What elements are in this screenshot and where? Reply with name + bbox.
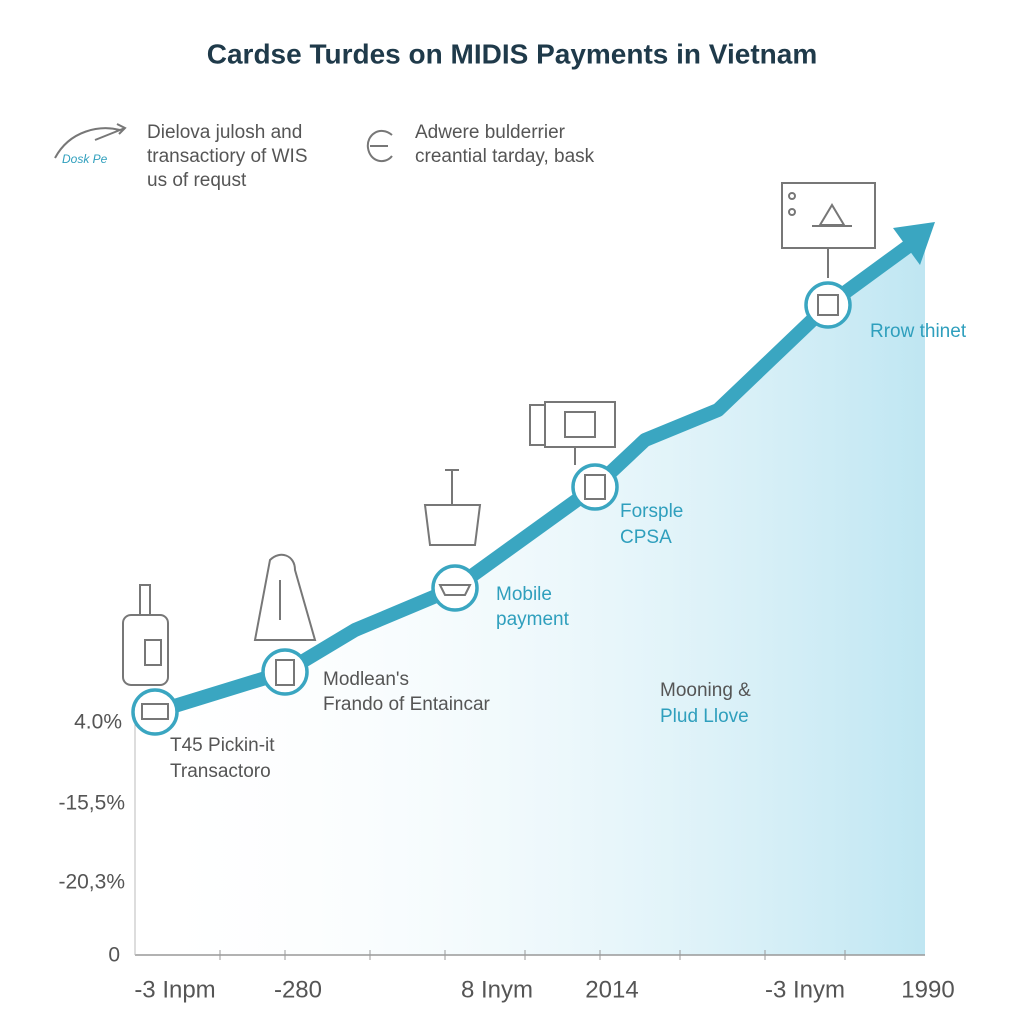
y-label: -20,3% [58, 871, 125, 894]
annotation: T45 Pickin-it [170, 735, 275, 756]
x-label: -280 [274, 976, 322, 1003]
arrow-head [893, 222, 935, 265]
legend-text: Dielova julosh and [147, 122, 302, 143]
annotation: Mooning & [660, 680, 751, 701]
annotation: Mobile [496, 584, 552, 605]
y-label: 4.0% [74, 711, 122, 734]
y-label: -15,5% [58, 792, 125, 815]
annotation: Forsple [620, 501, 683, 522]
annotation: Rrow thinet [870, 321, 967, 342]
legend-icon [366, 129, 393, 163]
legend-text: us of requst [147, 170, 247, 191]
y-label: 0 [108, 944, 120, 967]
legend-text: creantial tarday, bask [415, 146, 595, 167]
legend-text: transactiory of WIS [147, 146, 308, 167]
legend-icon [54, 123, 127, 159]
annotation: Frando of Entaincar [323, 694, 491, 715]
x-label: 1990 [901, 976, 954, 1003]
annotation: Plud Llove [660, 706, 749, 727]
milestone-icons [141, 294, 839, 720]
annotation: Transactoro [170, 761, 271, 782]
legend-icon-text: Dosk Pe [62, 152, 108, 166]
area [135, 240, 925, 955]
annotation: payment [496, 609, 570, 630]
illustrations [122, 182, 876, 686]
annotation: Modlean's [323, 669, 409, 690]
title: Cardse Turdes on MIDIS Payments in Vietn… [207, 38, 817, 69]
x-label: 2014 [585, 976, 638, 1003]
x-label: -3 Inpm [134, 976, 215, 1003]
annotation: CPSA [620, 527, 672, 548]
x-label: 8 Inym [461, 976, 533, 1003]
legend-text: Adwere bulderrier [415, 122, 566, 143]
x-ticks [219, 950, 846, 960]
x-label: -3 Inym [765, 976, 845, 1003]
